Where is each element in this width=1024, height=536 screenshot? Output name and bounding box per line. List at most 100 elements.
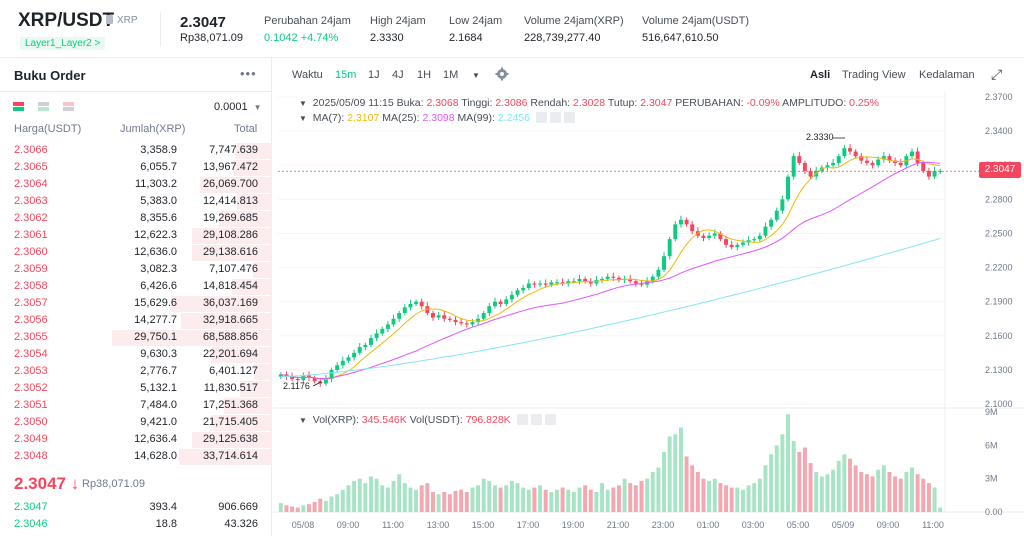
candle-body — [910, 151, 914, 157]
order-book-row[interactable]: 2.3054 9,630.3 22,201.694 — [0, 346, 272, 363]
order-book-row[interactable]: 2.3048 14,628.0 33,714.614 — [0, 448, 272, 465]
ma-info: ▼ MA(7): 2.3107 MA(25): 2.3098 MA(99): 2… — [299, 112, 575, 124]
depth-bar — [171, 296, 272, 312]
settings-small-icon[interactable] — [516, 414, 528, 425]
row-price: 2.3047 — [14, 501, 48, 513]
candle-body — [633, 281, 638, 284]
volume-bar — [864, 474, 869, 512]
order-book-row[interactable]: 2.3053 2,776.7 6,401.127 — [0, 363, 272, 380]
interval-4j[interactable]: 4J — [392, 69, 404, 81]
row-price: 2.3057 — [14, 297, 48, 309]
volume-bar — [425, 483, 430, 512]
close-small-icon[interactable] — [544, 414, 556, 425]
order-book-row[interactable]: 2.3057 15,629.6 36,037.169 — [0, 295, 272, 312]
depth-bar — [200, 177, 272, 193]
row-total: 68,588.856 — [202, 331, 258, 343]
interval-1j[interactable]: 1J — [368, 69, 380, 81]
candle-body — [853, 151, 858, 157]
row-amount: 6,055.7 — [140, 161, 177, 173]
settings-small-icon[interactable] — [535, 112, 547, 123]
more-options-icon[interactable]: ••• — [240, 66, 257, 81]
price-chart[interactable]: 2.37002.34002.31002.28002.25002.22002.19… — [273, 92, 1024, 536]
book-asks-mode-icon[interactable] — [63, 102, 74, 111]
price-tick-label: 2.1600 — [985, 331, 1013, 341]
volume-bar — [921, 478, 926, 512]
order-book-row[interactable]: 2.3059 3,082.3 7,107.476 — [0, 261, 272, 278]
volume-bar — [278, 503, 283, 512]
order-book-row[interactable]: 2.3052 5,132.1 11,830.517 — [0, 380, 272, 397]
hide-small-icon[interactable] — [549, 112, 561, 123]
book-bids-mode-icon[interactable] — [38, 102, 49, 111]
order-book-row[interactable]: 2.3047 393.4 906.669 — [0, 499, 272, 516]
gear-icon[interactable] — [495, 67, 509, 81]
volume-bar — [431, 492, 435, 512]
order-book-row[interactable]: 2.3046 18.8 43.326 — [0, 516, 272, 533]
precision-select[interactable]: 0.0001 ▼ — [214, 101, 262, 113]
order-book-row[interactable]: 2.3056 14,277.7 32,918.665 — [0, 312, 272, 329]
view-tradingview[interactable]: Trading View — [842, 69, 906, 81]
hide-small-icon[interactable] — [530, 414, 542, 425]
interval-1m[interactable]: 1M — [443, 69, 459, 81]
row-amount: 18.8 — [155, 518, 177, 530]
order-book-row[interactable]: 2.3062 8,355.6 19,269.685 — [0, 210, 272, 227]
volume-bar — [712, 478, 717, 512]
col-amount-header: Jumlah(XRP) — [120, 123, 186, 135]
low-marker-line — [312, 381, 322, 387]
volume-bar — [498, 487, 503, 512]
row-total: 36,037.169 — [202, 297, 258, 309]
close-small-icon[interactable] — [563, 112, 575, 123]
candle-body — [419, 301, 424, 307]
base-asset-chip[interactable]: XRP — [106, 15, 138, 26]
high-marker-label: 2.3330 — [806, 132, 834, 142]
volume-bar — [915, 474, 920, 512]
chart-toolbar: Waktu 15m 1J 4J 1H 1M ▼ Asli Trading Vie… — [273, 58, 1024, 92]
order-book-row[interactable]: 2.3058 6,426.6 14,818.454 — [0, 278, 272, 295]
row-price: 2.3065 — [14, 161, 48, 173]
row-amount: 11,303.2 — [134, 178, 177, 190]
volume-bar — [594, 492, 599, 512]
chevron-down-icon: ▼ — [253, 103, 262, 112]
time-tick-label: 01:00 — [697, 520, 720, 530]
order-book-row[interactable]: 2.3051 7,484.0 17,251.368 — [0, 397, 272, 414]
order-book-row[interactable]: 2.3065 6,055.7 13,967.472 — [0, 159, 272, 176]
interval-dropdown-icon[interactable]: ▼ — [472, 71, 480, 80]
col-total-header: Total — [234, 123, 258, 135]
candle-body — [932, 170, 937, 177]
pair-name[interactable]: XRP/USDT — [18, 10, 115, 31]
chevron-down-icon[interactable]: ▼ — [299, 114, 307, 123]
book-both-mode-icon[interactable] — [13, 102, 24, 111]
chevron-down-icon[interactable]: ▼ — [299, 416, 307, 425]
order-book-row[interactable]: 2.3055 29,750.1 68,588.856 — [0, 329, 272, 346]
volume-bar — [521, 487, 526, 512]
order-book-row[interactable]: 2.3060 12,636.0 29,138.616 — [0, 244, 272, 261]
order-book-row[interactable]: 2.3061 12,622.3 29,108.286 — [0, 227, 272, 244]
interval-15m[interactable]: 15m — [335, 69, 357, 81]
volume-bar — [453, 490, 458, 512]
order-book-row[interactable]: 2.3050 9,421.0 21,715.405 — [0, 414, 272, 431]
order-book-row[interactable]: 2.3066 3,358.9 7,747.639 — [0, 142, 272, 159]
last-trade-price[interactable]: 2.3047 ↓ — [14, 474, 80, 493]
fullscreen-icon[interactable]: ⤢ — [991, 66, 1003, 82]
volume-bar — [549, 492, 554, 512]
row-amount: 6,426.6 — [140, 280, 177, 292]
chevron-down-icon[interactable]: ▼ — [299, 99, 307, 108]
volume-bar — [554, 489, 559, 512]
view-depth[interactable]: Kedalaman — [919, 69, 975, 81]
view-original[interactable]: Asli — [810, 69, 831, 81]
candle-body — [352, 352, 357, 358]
candle-body — [464, 323, 469, 325]
volume-tick-label: 9M — [985, 407, 998, 417]
ma99-line — [280, 237, 941, 378]
candle-body — [436, 315, 441, 318]
order-book-row[interactable]: 2.3063 5,383.0 12,414.813 — [0, 193, 272, 210]
candlestick-chart-svg[interactable]: 2.37002.34002.31002.28002.25002.22002.19… — [273, 92, 1024, 536]
order-book-row[interactable]: 2.3064 11,303.2 26,069.700 — [0, 176, 272, 193]
ma25-line — [280, 161, 941, 380]
candle-body — [763, 226, 768, 236]
category-tag[interactable]: Layer1_Layer2 > — [20, 37, 106, 50]
interval-1h[interactable]: 1H — [417, 69, 432, 81]
volume-bar — [814, 472, 819, 512]
volume-bar — [836, 460, 841, 512]
row-amount: 14,277.7 — [134, 314, 177, 326]
order-book-row[interactable]: 2.3049 12,636.4 29,125.638 — [0, 431, 272, 448]
